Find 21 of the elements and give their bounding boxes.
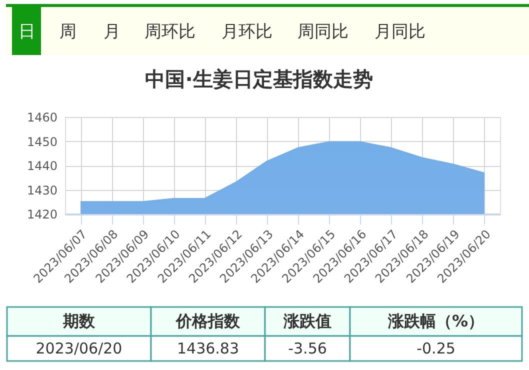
y-tick-label: 1430 [26, 183, 58, 198]
text: 价格指数 [175, 312, 241, 330]
text: 1436.83 [176, 340, 240, 358]
text: -3.56 [288, 340, 327, 358]
text: 涨跌幅（%） [386, 312, 484, 330]
text: 2023/06/20 [36, 340, 122, 358]
text: 期数 [62, 312, 96, 330]
text: 月同比 [374, 22, 426, 42]
text: 日 [18, 22, 36, 42]
text: 月环比 [222, 22, 272, 42]
text: 涨跌值 [282, 312, 332, 330]
text: -0.25 [416, 340, 456, 358]
text: 周环比 [144, 22, 196, 42]
y-tick-label: 1440 [26, 159, 58, 173]
text: 周 [60, 22, 76, 42]
text: 月 [104, 22, 120, 42]
text: 周同比 [298, 22, 348, 42]
y-tick-label: 1420 [26, 208, 58, 222]
y-tick-label: 1460 [26, 110, 58, 124]
y-tick-label: 1450 [26, 134, 58, 149]
chart-title: 中国·生姜日定基指数走势 [145, 67, 373, 91]
